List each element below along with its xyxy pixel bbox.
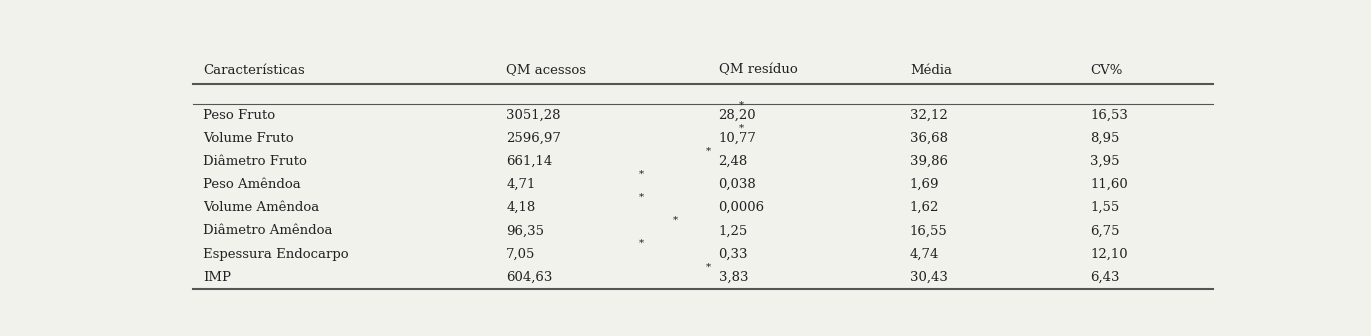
Text: 0,038: 0,038 — [718, 178, 757, 191]
Text: Espessura Endocarpo: Espessura Endocarpo — [203, 248, 348, 260]
Text: CV%: CV% — [1090, 64, 1123, 77]
Text: Características: Características — [203, 64, 304, 77]
Text: 1,62: 1,62 — [910, 201, 939, 214]
Text: *: * — [706, 147, 712, 156]
Text: 6,75: 6,75 — [1090, 224, 1120, 237]
Text: 12,10: 12,10 — [1090, 248, 1128, 260]
Text: 4,71: 4,71 — [506, 178, 536, 191]
Text: *: * — [706, 262, 712, 271]
Text: Volume Fruto: Volume Fruto — [203, 132, 293, 145]
Text: 10,77: 10,77 — [718, 132, 757, 145]
Text: *: * — [639, 239, 644, 248]
Text: 96,35: 96,35 — [506, 224, 544, 237]
Text: 661,14: 661,14 — [506, 155, 553, 168]
Text: 0,33: 0,33 — [718, 248, 749, 260]
Text: 2,48: 2,48 — [718, 155, 747, 168]
Text: QM resíduo: QM resíduo — [718, 64, 798, 77]
Text: 0,0006: 0,0006 — [718, 201, 765, 214]
Text: IMP: IMP — [203, 270, 232, 284]
Text: *: * — [673, 216, 677, 225]
Text: 1,69: 1,69 — [910, 178, 939, 191]
Text: 1,25: 1,25 — [718, 224, 747, 237]
Text: 39,86: 39,86 — [910, 155, 947, 168]
Text: 8,95: 8,95 — [1090, 132, 1120, 145]
Text: QM acessos: QM acessos — [506, 64, 585, 77]
Text: *: * — [639, 193, 644, 202]
Text: Peso Fruto: Peso Fruto — [203, 109, 276, 122]
Text: 16,55: 16,55 — [910, 224, 947, 237]
Text: 36,68: 36,68 — [910, 132, 947, 145]
Text: *: * — [639, 170, 644, 179]
Text: Volume Amêndoa: Volume Amêndoa — [203, 201, 319, 214]
Text: 604,63: 604,63 — [506, 270, 553, 284]
Text: Média: Média — [910, 64, 951, 77]
Text: 28,20: 28,20 — [718, 109, 757, 122]
Text: 4,18: 4,18 — [506, 201, 535, 214]
Text: 11,60: 11,60 — [1090, 178, 1128, 191]
Text: *: * — [739, 124, 744, 132]
Text: *: * — [739, 100, 744, 110]
Text: 16,53: 16,53 — [1090, 109, 1128, 122]
Text: 3,95: 3,95 — [1090, 155, 1120, 168]
Text: 30,43: 30,43 — [910, 270, 947, 284]
Text: Peso Amêndoa: Peso Amêndoa — [203, 178, 302, 191]
Text: 1,55: 1,55 — [1090, 201, 1120, 214]
Text: 6,43: 6,43 — [1090, 270, 1120, 284]
Text: 32,12: 32,12 — [910, 109, 947, 122]
Text: 2596,97: 2596,97 — [506, 132, 561, 145]
Text: Diâmetro Amêndoa: Diâmetro Amêndoa — [203, 224, 333, 237]
Text: Diâmetro Fruto: Diâmetro Fruto — [203, 155, 307, 168]
Text: 3051,28: 3051,28 — [506, 109, 561, 122]
Text: 7,05: 7,05 — [506, 248, 536, 260]
Text: 3,83: 3,83 — [718, 270, 749, 284]
Text: 4,74: 4,74 — [910, 248, 939, 260]
